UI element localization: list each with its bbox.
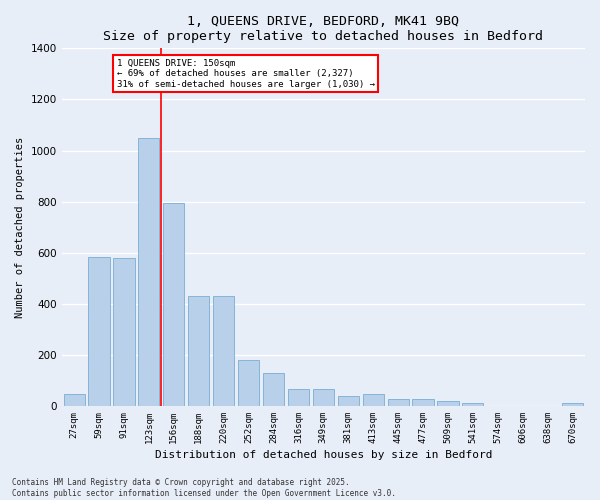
X-axis label: Distribution of detached houses by size in Bedford: Distribution of detached houses by size … (155, 450, 492, 460)
Bar (263, 372, 284, 406)
Bar (113, 258, 134, 406)
Bar (388, 399, 409, 406)
Bar (238, 360, 259, 406)
Bar (462, 404, 484, 406)
Title: 1, QUEENS DRIVE, BEDFORD, MK41 9BQ
Size of property relative to detached houses : 1, QUEENS DRIVE, BEDFORD, MK41 9BQ Size … (103, 15, 544, 43)
Bar (288, 388, 309, 406)
Bar (362, 394, 384, 406)
Bar (338, 396, 359, 406)
Text: Contains HM Land Registry data © Crown copyright and database right 2025.
Contai: Contains HM Land Registry data © Crown c… (12, 478, 396, 498)
Bar (437, 401, 458, 406)
Bar (64, 394, 85, 406)
Bar (188, 296, 209, 406)
Text: 1 QUEENS DRIVE: 150sqm
← 69% of detached houses are smaller (2,327)
31% of semi-: 1 QUEENS DRIVE: 150sqm ← 69% of detached… (116, 59, 374, 89)
Bar (88, 256, 110, 406)
Bar (163, 204, 184, 406)
Bar (412, 399, 434, 406)
Bar (138, 138, 160, 406)
Bar (313, 389, 334, 406)
Bar (213, 296, 234, 406)
Y-axis label: Number of detached properties: Number of detached properties (15, 136, 25, 318)
Bar (562, 404, 583, 406)
